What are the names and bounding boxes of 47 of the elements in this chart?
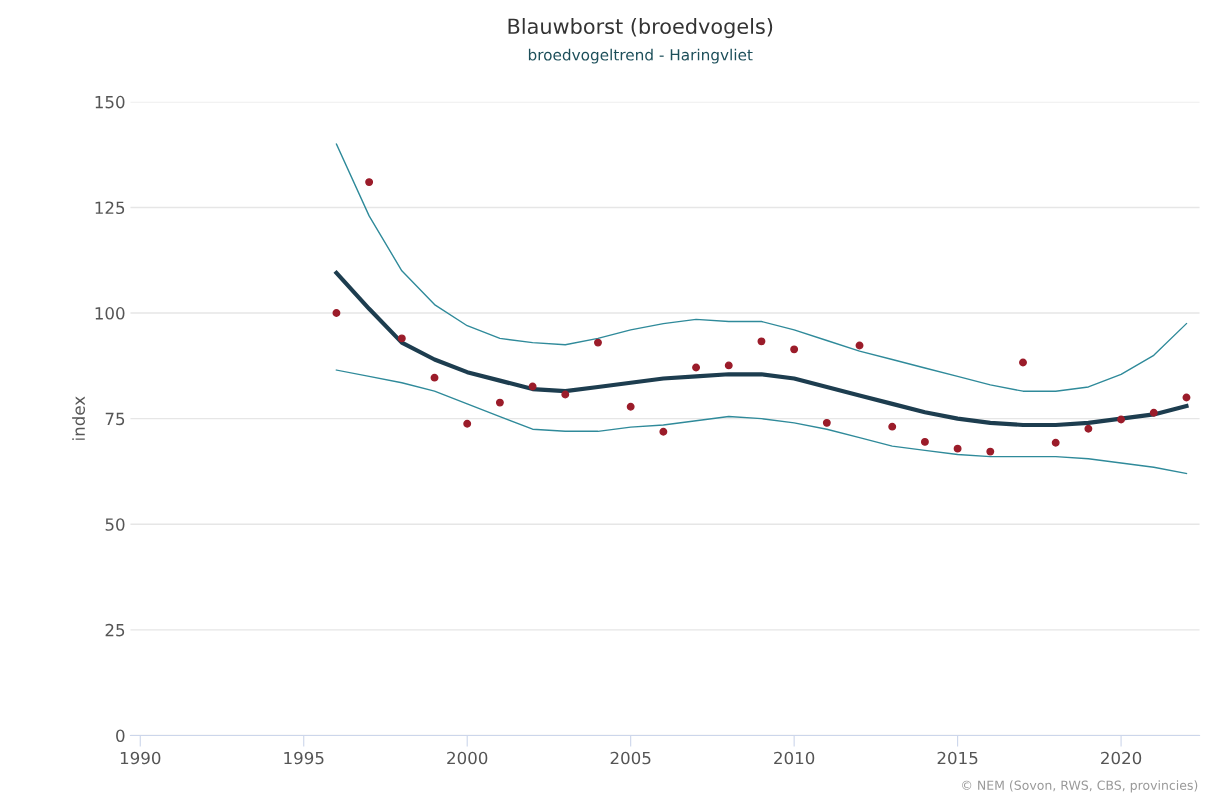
point (332, 309, 341, 317)
chart-subtitle: broedvogeltrend - Haringvliet (528, 48, 753, 64)
chart-title: Blauwborst (broedvogels) (508, 17, 773, 39)
x-tick-label: 2005 (610, 751, 651, 765)
point (594, 338, 602, 347)
y-tick-label: 75 (105, 412, 125, 426)
point (365, 178, 374, 187)
point (1182, 393, 1191, 402)
point (692, 363, 701, 372)
x-tick-label: 1990 (120, 751, 161, 765)
point (822, 418, 831, 427)
y-axis-title: index (72, 396, 86, 440)
point (986, 447, 995, 456)
x-tick-label: 2000 (447, 751, 488, 765)
point (1019, 358, 1027, 367)
x-tick-label: 1995 (284, 751, 324, 765)
point (888, 422, 897, 431)
y-tick-label: 50 (105, 518, 125, 531)
point (953, 444, 962, 453)
y-tick-label: 125 (95, 201, 125, 215)
x-tick-label: 2015 (937, 751, 978, 765)
point (561, 390, 570, 399)
point (463, 419, 472, 428)
point (1051, 438, 1060, 447)
point (855, 341, 864, 350)
y-tick-label: 25 (105, 623, 125, 637)
point (790, 345, 799, 354)
point (920, 437, 929, 446)
line-series (335, 369, 1188, 475)
y-tick-label: 0 (116, 729, 125, 742)
point (757, 337, 766, 346)
point (495, 398, 504, 407)
point (430, 373, 439, 382)
y-tick-label: 100 (95, 307, 125, 320)
x-tick-label: 2020 (1101, 751, 1142, 765)
point (1149, 408, 1158, 417)
point (724, 361, 733, 370)
point (659, 427, 668, 436)
point (1117, 415, 1126, 424)
x-tick-label: 2010 (774, 751, 815, 765)
point (626, 402, 635, 411)
text: © NEM (Sovon, RWS, CBS, provincies) (962, 780, 1198, 793)
point (1084, 424, 1093, 433)
point (397, 334, 406, 343)
y-tick-label: 150 (95, 95, 125, 109)
line-series (335, 143, 1188, 392)
point (528, 382, 537, 391)
